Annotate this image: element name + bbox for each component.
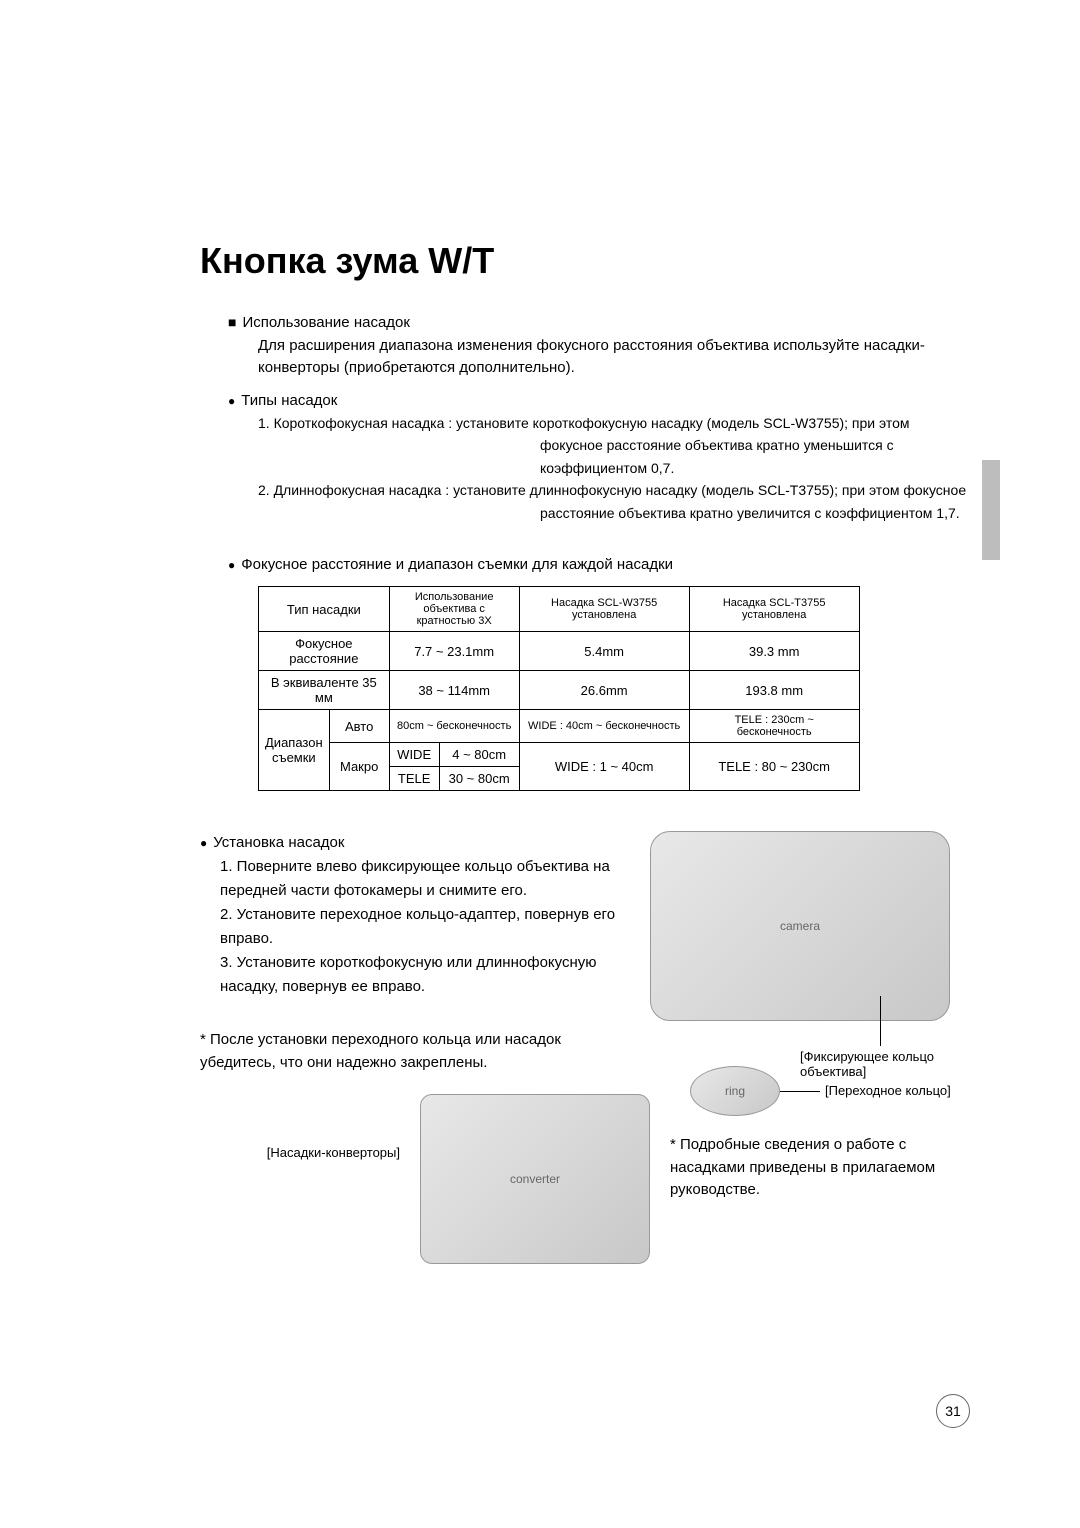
camera-illustration: camera (650, 831, 950, 1021)
focal-caption: Фокусное расстояние и диапазон съемки дл… (228, 554, 970, 577)
row-range: Диапазон съемки (259, 710, 330, 791)
install-step-1: 1. Поверните влево фиксирующее кольцо об… (220, 855, 620, 903)
cell-equiv-3x: 38 ~ 114mm (389, 671, 519, 710)
cell-equiv-t: 193.8 mm (689, 671, 859, 710)
cell-auto-t: TELE : 230cm ~ бесконечность (689, 710, 859, 743)
row-macro: Макро (329, 743, 389, 791)
cell-macro-wide: 4 ~ 80cm (439, 743, 519, 767)
after-install-note: * После установки переходного кольца или… (200, 1029, 620, 1074)
th-w3755: Насадка SCL-W3755 установлена (519, 587, 689, 632)
cell-auto-w: WIDE : 40cm ~ бесконечность (519, 710, 689, 743)
type-2-line-b: расстояние объектива кратно увеличится с… (200, 502, 970, 524)
cell-macro-w: WIDE : 1 ~ 40cm (519, 743, 689, 791)
install-step-3: 3. Установите короткофокусную или длинно… (220, 951, 620, 999)
types-heading: Типы насадок (228, 390, 970, 413)
row-focal: Фокусное расстояние (259, 632, 390, 671)
type-1-line-a: 1. Короткофокусная насадка : установите … (258, 412, 970, 434)
side-tab (982, 460, 1000, 560)
row-equiv35: В эквиваленте 35 мм (259, 671, 390, 710)
cell-macro-tele: 30 ~ 80cm (439, 767, 519, 791)
cell-focal-t: 39.3 mm (689, 632, 859, 671)
page-number: 31 (936, 1394, 970, 1428)
callout-line-2 (780, 1091, 820, 1092)
label-lens-ring: [Фиксирующее кольцо объектива] (800, 1049, 970, 1079)
cell-macro-t: TELE : 80 ~ 230cm (689, 743, 859, 791)
type-2-line-a: 2. Длиннофокусная насадка : установите д… (258, 479, 970, 501)
type-1-line-b: фокусное расстояние объектива кратно уме… (200, 434, 970, 479)
cell-equiv-w: 26.6mm (519, 671, 689, 710)
label-converters: [Насадки-конверторы] (267, 1145, 400, 1160)
focal-table: Тип насадки Использование объектива с кр… (258, 586, 860, 791)
th-3x: Использование объектива с кратностью 3X (389, 587, 519, 632)
cell-auto-3x: 80cm ~ бесконечность (389, 710, 519, 743)
th-t3755: Насадка SCL-T3755 установлена (689, 587, 859, 632)
cell-focal-3x: 7.7 ~ 23.1mm (389, 632, 519, 671)
page-title: Кнопка зума W/T (200, 240, 970, 282)
install-step-2: 2. Установите переходное кольцо-адаптер,… (220, 903, 620, 951)
th-type: Тип насадки (259, 587, 390, 632)
label-adapter-ring: [Переходное кольцо] (825, 1083, 951, 1098)
callout-line-1 (880, 996, 881, 1046)
row-auto: Авто (329, 710, 389, 743)
install-heading: Установка насадок (200, 831, 620, 855)
usage-text: Для расширения диапазона изменения фокус… (258, 335, 970, 380)
converter-illustration: converter (420, 1094, 650, 1264)
row-wide: WIDE (389, 743, 439, 767)
usage-heading: Использование насадок (228, 312, 970, 335)
row-tele: TELE (389, 767, 439, 791)
cell-focal-w: 5.4mm (519, 632, 689, 671)
